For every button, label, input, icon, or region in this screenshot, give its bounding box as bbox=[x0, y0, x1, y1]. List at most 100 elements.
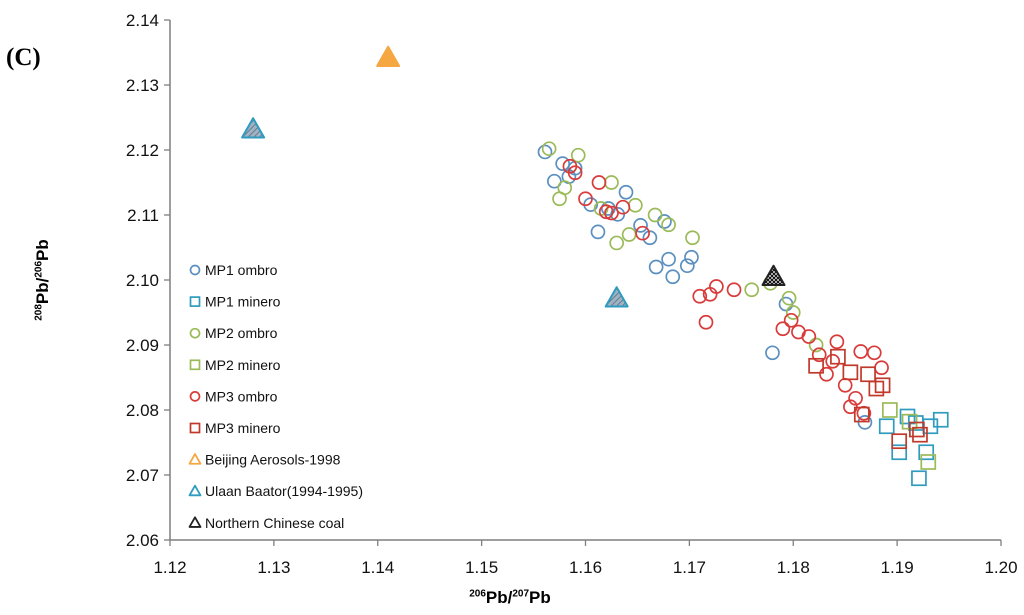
point-ulaan-baator-1994-1995 bbox=[604, 286, 629, 308]
legend-marker-mp2-minero bbox=[189, 359, 201, 371]
x-tick-label: 1.20 bbox=[984, 558, 1017, 577]
point-mp3-ombro bbox=[604, 205, 619, 221]
point-mp3-ombro bbox=[692, 288, 708, 304]
point-mp3-ombro bbox=[635, 225, 650, 241]
point-mp1-minero bbox=[932, 411, 949, 428]
legend-label-beijing-aerosols-1998: Beijing Aerosols-1998 bbox=[205, 452, 341, 468]
point-mp2-ombro bbox=[685, 230, 700, 246]
point-mp3-minero bbox=[830, 348, 846, 365]
point-beijing-aerosols-1998 bbox=[376, 45, 401, 67]
x-axis-title: 206Pb/207Pb bbox=[469, 588, 551, 607]
x-tick-label: 1.12 bbox=[153, 558, 186, 577]
point-mp2-ombro bbox=[785, 305, 801, 320]
point-mp3-ombro bbox=[829, 334, 845, 350]
point-mp2-ombro bbox=[557, 180, 573, 196]
point-mp2-ombro bbox=[744, 282, 760, 298]
y-tick-label: 2.10 bbox=[126, 271, 159, 290]
legend-label-mp2-minero: MP2 minero bbox=[205, 357, 281, 373]
point-mp1-ombro bbox=[618, 184, 634, 200]
point-mp3-minero bbox=[891, 433, 908, 450]
point-mp1-ombro bbox=[661, 251, 676, 267]
point-mp3-ombro bbox=[775, 321, 791, 337]
y-tick-label: 2.09 bbox=[126, 336, 159, 355]
y-tick-label: 2.12 bbox=[126, 141, 159, 160]
point-mp1-minero bbox=[911, 470, 927, 487]
point-mp2-ombro bbox=[621, 227, 637, 242]
point-mp3-ombro bbox=[866, 345, 882, 361]
point-mp3-minero bbox=[909, 421, 925, 438]
y-axis-title: 208Pb/206Pb bbox=[33, 239, 52, 321]
x-tick-label: 1.13 bbox=[257, 558, 290, 577]
legend-marker-mp1-minero bbox=[189, 296, 201, 307]
point-mp3-ombro bbox=[811, 347, 827, 363]
point-mp1-ombro bbox=[537, 144, 553, 160]
panel-label: (C) bbox=[6, 44, 41, 71]
legend-marker-ulaan-baator-1994-1995 bbox=[188, 484, 202, 497]
point-mp1-ombro bbox=[633, 218, 648, 233]
point-mp2-ombro bbox=[570, 147, 586, 163]
data-marks bbox=[241, 45, 949, 487]
y-tick-label: 2.13 bbox=[126, 76, 159, 95]
point-mp3-ombro bbox=[853, 344, 869, 359]
point-mp2-ombro bbox=[628, 197, 643, 213]
point-mp1-ombro bbox=[648, 259, 664, 275]
legend-marker-mp1-ombro bbox=[189, 264, 201, 276]
legend-label-ulaan-baator-1994-1995: Ulaan Baator(1994-1995) bbox=[205, 483, 363, 499]
point-mp2-ombro bbox=[609, 235, 625, 251]
point-mp2-ombro bbox=[808, 337, 824, 353]
point-mp3-minero bbox=[808, 357, 824, 374]
point-mp3-ombro bbox=[726, 282, 742, 298]
point-mp2-minero bbox=[920, 454, 937, 470]
point-mp3-ombro bbox=[578, 191, 593, 207]
y-tick-label: 2.08 bbox=[126, 401, 159, 420]
point-mp3-ombro bbox=[567, 165, 583, 181]
point-mp3-minero bbox=[860, 366, 876, 383]
point-mp3-minero bbox=[853, 406, 870, 423]
legend: MP1 ombro MP1 minero MP2 ombro MP2 minero MP… bbox=[188, 262, 363, 531]
point-mp1-ombro bbox=[765, 345, 780, 361]
point-mp1-ombro bbox=[679, 258, 695, 274]
legend-label-mp3-minero: MP3 minero bbox=[205, 420, 281, 436]
point-mp1-ombro bbox=[642, 230, 658, 246]
legend-label-mp1-minero: MP1 minero bbox=[205, 294, 281, 310]
point-mp2-ombro bbox=[541, 141, 557, 157]
point-mp3-ombro bbox=[591, 175, 607, 190]
point-mp1-ombro bbox=[546, 173, 562, 189]
axes: 1.12 1.13 1.14 1.15 1.16 1.17 1.18 1.19 1.20 2.06… bbox=[126, 11, 1018, 577]
point-mp3-ombro bbox=[837, 377, 853, 393]
point-mp3-minero bbox=[874, 377, 891, 394]
x-tick-label: 1.15 bbox=[465, 558, 498, 577]
point-mp3-minero bbox=[842, 364, 859, 381]
point-northern-chinese-coal bbox=[761, 264, 786, 286]
point-ulaan-baator-1994-1995 bbox=[241, 117, 266, 139]
y-tick-label: 2.06 bbox=[126, 531, 159, 550]
point-mp2-ombro bbox=[604, 175, 619, 190]
point-mp1-ombro bbox=[657, 214, 672, 229]
point-mp1-ombro bbox=[555, 156, 570, 171]
x-tick-label: 1.16 bbox=[569, 558, 602, 577]
legend-marker-mp3-minero bbox=[189, 422, 201, 434]
point-mp2-ombro bbox=[647, 207, 663, 223]
point-mp3-ombro bbox=[825, 353, 841, 369]
point-mp1-minero bbox=[878, 418, 895, 435]
legend-marker-mp2-ombro bbox=[189, 327, 201, 339]
point-mp1-minero bbox=[891, 444, 908, 461]
legend-label-mp1-ombro: MP1 ombro bbox=[205, 262, 278, 278]
legend-marker-beijing-aerosols-1998 bbox=[188, 453, 202, 465]
y-tick-label: 2.14 bbox=[126, 11, 159, 30]
point-mp2-ombro bbox=[781, 290, 797, 306]
y-tick-label: 2.11 bbox=[127, 206, 159, 225]
point-mp2-minero bbox=[882, 402, 898, 418]
point-mp3-ombro bbox=[874, 360, 889, 376]
point-mp3-ombro bbox=[709, 279, 724, 294]
y-tick-label: 2.07 bbox=[126, 466, 159, 485]
x-tick-label: 1.19 bbox=[881, 558, 914, 577]
point-mp3-ombro bbox=[819, 366, 834, 382]
legend-label-mp3-ombro: MP3 ombro bbox=[205, 388, 278, 404]
legend-marker-mp3-ombro bbox=[189, 391, 201, 402]
point-mp1-ombro bbox=[590, 224, 606, 240]
point-mp3-ombro bbox=[801, 329, 817, 344]
legend-label-northern-chinese-coal: Northern Chinese coal bbox=[205, 515, 344, 531]
point-mp1-minero bbox=[918, 444, 935, 461]
